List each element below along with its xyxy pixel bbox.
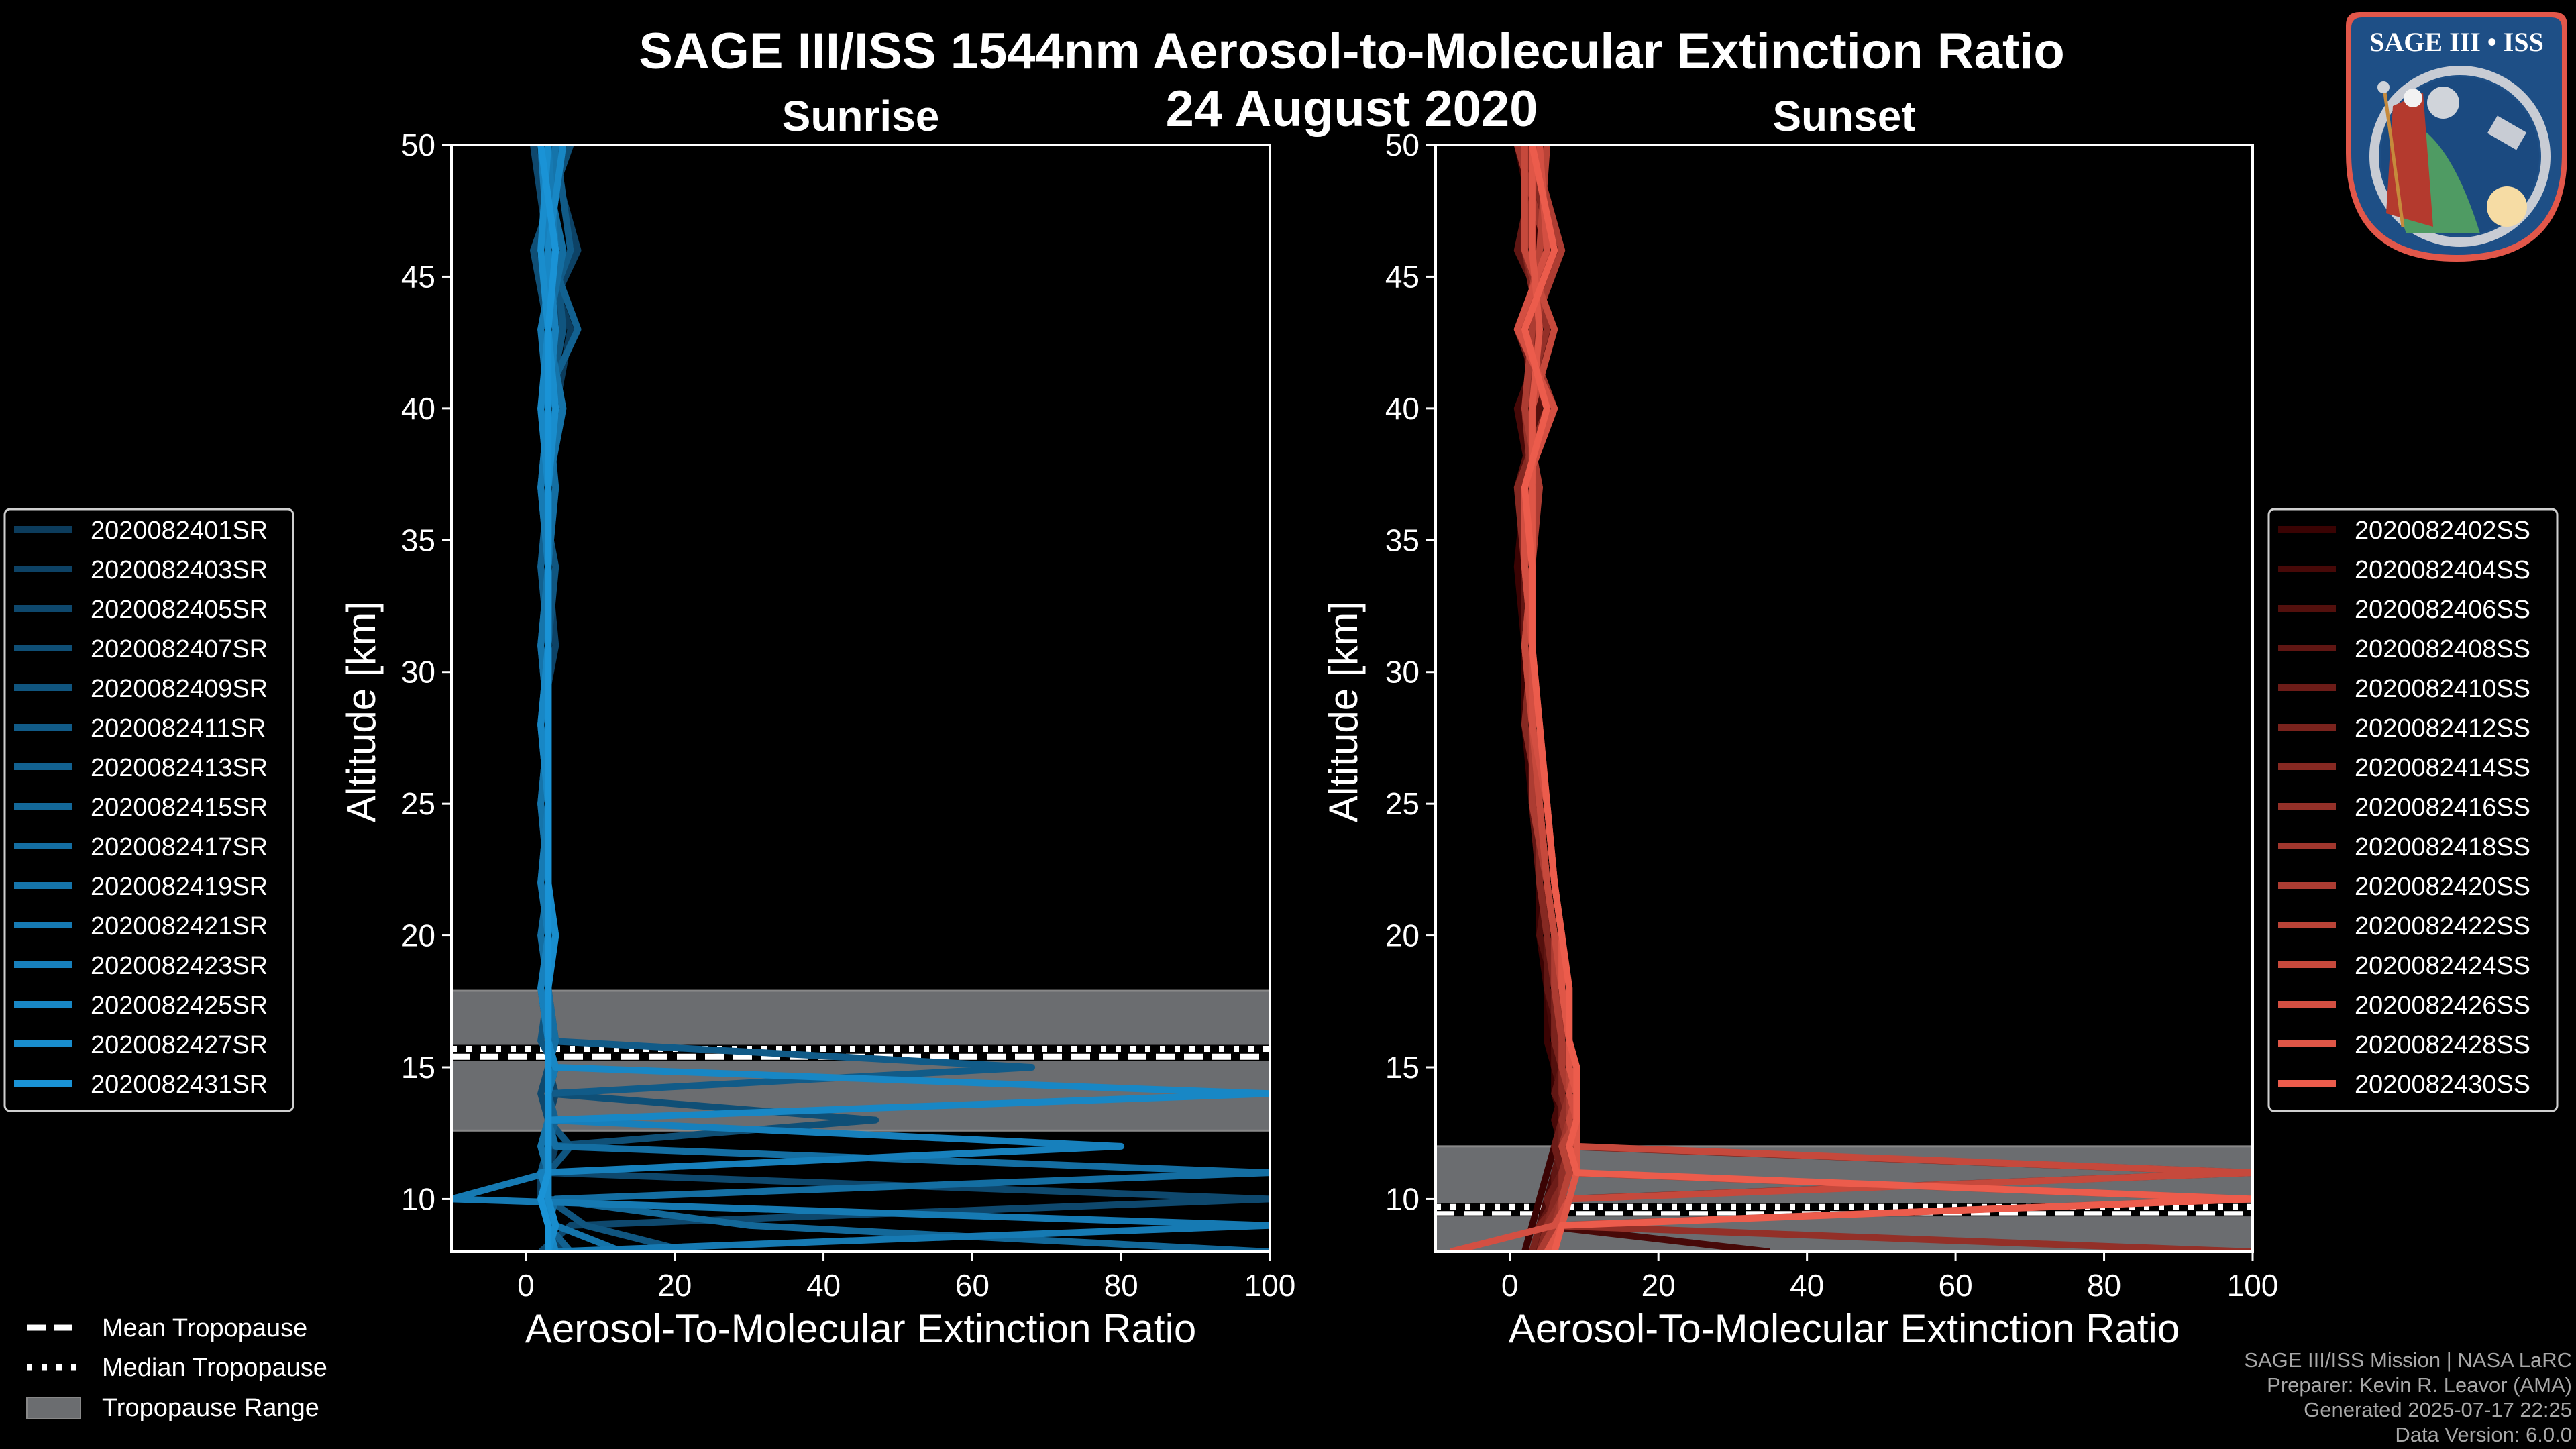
plot-area (451, 145, 1270, 1252)
y-tick-label: 50 (401, 127, 435, 162)
y-tick-label: 45 (401, 259, 435, 294)
legend-label-2020082413SR: 2020082413SR (91, 754, 268, 782)
sunrise-panel: 2020082401SR2020082403SR2020082405SR2020… (3, 92, 1296, 1351)
y-tick-label: 35 (401, 523, 435, 557)
x-tick-label: 20 (1642, 1268, 1676, 1303)
y-tick-label: 25 (1385, 786, 1419, 821)
y-tick-label: 20 (401, 918, 435, 953)
legend-label-2020082416SS: 2020082416SS (2355, 794, 2530, 822)
y-tick-label: 15 (401, 1050, 435, 1085)
profile-line-2020082431SR (537, 145, 559, 1252)
x-tick-label: 20 (657, 1268, 692, 1303)
x-axis-label: Aerosol-To-Molecular Extinction Ratio (525, 1306, 1196, 1351)
legend-label-2020082415SR: 2020082415SR (91, 794, 268, 822)
x-tick-label: 60 (955, 1268, 989, 1303)
legend-label-2020082431SR: 2020082431SR (91, 1071, 268, 1099)
y-tick-label: 30 (401, 655, 435, 690)
footer-preparer: Preparer: Kevin R. Leavor (AMA) (2267, 1373, 2572, 1397)
legend-label-2020082406SS: 2020082406SS (2355, 596, 2530, 624)
axes-frame (1434, 144, 2254, 1253)
y-tick-label: 15 (1385, 1050, 1419, 1085)
y-tick-label: 40 (1385, 391, 1419, 426)
y-tick-label: 25 (401, 786, 435, 821)
legend-label-2020082418SS: 2020082418SS (2355, 833, 2530, 861)
legend-label-2020082412SS: 2020082412SS (2355, 714, 2530, 743)
legend-label-2020082428SS: 2020082428SS (2355, 1031, 2530, 1059)
legend-label-2020082414SS: 2020082414SS (2355, 754, 2530, 782)
x-tick-label: 100 (1244, 1268, 1296, 1303)
profile-line-2020082430SS (1521, 145, 2253, 1252)
legend-label-2020082430SS: 2020082430SS (2355, 1071, 2530, 1099)
legend-label-2020082427SR: 2020082427SR (91, 1031, 268, 1059)
legend-label-2020082402SS: 2020082402SS (2355, 517, 2530, 545)
tropopause-legend: Mean Tropopause Median Tropopause Tropop… (26, 1314, 327, 1422)
legend-label-2020082409SR: 2020082409SR (91, 675, 268, 703)
legend-label-2020082420SS: 2020082420SS (2355, 873, 2530, 901)
x-tick-label: 40 (806, 1268, 841, 1303)
legend-label-2020082419SR: 2020082419SR (91, 873, 268, 901)
y-axis-label: Altitude [km] (339, 601, 384, 822)
legend-label-2020082422SS: 2020082422SS (2355, 912, 2530, 941)
tropopause-range-label: Tropopause Range (102, 1394, 319, 1422)
footer-mission: SAGE III/ISS Mission | NASA LaRC (2244, 1348, 2572, 1372)
x-tick-label: 80 (1104, 1268, 1138, 1303)
panel-title: Sunset (1772, 92, 1915, 140)
x-tick-label: 0 (517, 1268, 535, 1303)
plot-area (1436, 145, 2253, 1252)
x-tick-label: 100 (2227, 1268, 2279, 1303)
x-tick-label: 40 (1790, 1268, 1824, 1303)
y-tick-label: 20 (1385, 918, 1419, 953)
series-legend-frame (3, 508, 294, 1112)
legend-label-2020082426SS: 2020082426SS (2355, 991, 2530, 1020)
legend-label-2020082401SR: 2020082401SR (91, 517, 268, 545)
y-tick-label: 45 (1385, 259, 1419, 294)
figure-date: 24 August 2020 (1166, 80, 1538, 138)
sage-iii-iss-mission-logo: SAGE III • ISS (2346, 12, 2567, 262)
footer-credits: SAGE III/ISS Mission | NASA LaRC Prepare… (2244, 1348, 2572, 1446)
y-tick-label: 30 (1385, 655, 1419, 690)
axes-frame (450, 144, 1271, 1253)
footer-generated: Generated 2025-07-17 22:25 (2304, 1398, 2572, 1421)
footer-version: Data Version: 6.0.0 (2395, 1423, 2572, 1446)
x-axis-label: Aerosol-To-Molecular Extinction Ratio (1509, 1306, 2180, 1351)
figure-title: SAGE III/ISS 1544nm Aerosol-to-Molecular… (639, 23, 2065, 80)
y-tick-label: 10 (401, 1181, 435, 1216)
legend-label-2020082405SR: 2020082405SR (91, 596, 268, 624)
y-tick-label: 50 (1385, 127, 1419, 162)
legend-label-2020082423SR: 2020082423SR (91, 952, 268, 980)
sunset-panel: 2020082402SS2020082404SS2020082406SS2020… (1321, 92, 2559, 1351)
legend-label-2020082408SS: 2020082408SS (2355, 635, 2530, 663)
y-tick-label: 40 (401, 391, 435, 426)
legend-label-2020082403SR: 2020082403SR (91, 556, 268, 584)
legend-label-2020082417SR: 2020082417SR (91, 833, 268, 861)
y-axis-label: Altitude [km] (1321, 601, 1366, 822)
panel-title: Sunrise (782, 92, 940, 140)
logo-title: SAGE III • ISS (2369, 27, 2544, 57)
tropopause-range-swatch (26, 1397, 81, 1419)
y-tick-label: 10 (1385, 1181, 1419, 1216)
legend-label-2020082410SS: 2020082410SS (2355, 675, 2530, 703)
legend-label-2020082421SR: 2020082421SR (91, 912, 268, 941)
y-tick-label: 35 (1385, 523, 1419, 557)
legend-label-2020082411SR: 2020082411SR (91, 714, 266, 743)
x-tick-label: 80 (2087, 1268, 2121, 1303)
x-tick-label: 0 (1501, 1268, 1519, 1303)
legend-label-2020082404SS: 2020082404SS (2355, 556, 2530, 584)
x-tick-label: 60 (1939, 1268, 1973, 1303)
legend-label-2020082424SS: 2020082424SS (2355, 952, 2530, 980)
median-tropopause-label: Median Tropopause (102, 1354, 327, 1382)
legend-label-2020082425SR: 2020082425SR (91, 991, 268, 1020)
series-legend-frame (2267, 508, 2559, 1112)
legend-label-2020082407SR: 2020082407SR (91, 635, 268, 663)
mean-tropopause-label: Mean Tropopause (102, 1314, 307, 1342)
